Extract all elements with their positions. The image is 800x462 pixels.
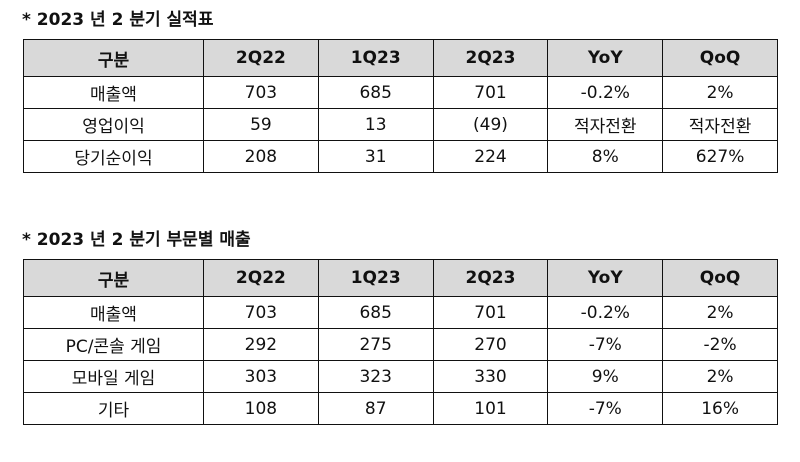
column-header-1q23: 1Q23	[317, 39, 434, 77]
table-cell: 685	[317, 76, 434, 109]
column-header-qoq: QoQ	[662, 39, 778, 77]
table-cell: 703	[203, 76, 319, 109]
row-label: 매출액	[23, 296, 204, 329]
table-cell: 627%	[662, 140, 778, 173]
column-header-2q23: 2Q23	[432, 259, 549, 297]
row-label: 영업이익	[23, 108, 204, 141]
table-cell: 2%	[662, 76, 778, 109]
table-cell: 13	[317, 108, 434, 141]
table-cell: 9%	[547, 360, 664, 393]
table-cell: 31	[317, 140, 434, 173]
table-cell: 270	[432, 328, 549, 361]
table-cell: 303	[203, 360, 319, 393]
column-header-1q23: 1Q23	[317, 259, 434, 297]
row-label: 당기순이익	[23, 140, 204, 173]
table-row: 모바일 게임 303 323 330 9% 2%	[23, 360, 778, 393]
table-row: 영업이익 59 13 (49) 적자전환 적자전환	[23, 108, 778, 141]
column-header-2q23: 2Q23	[432, 39, 549, 77]
table-cell: 685	[317, 296, 434, 329]
column-header-2q22: 2Q22	[203, 39, 319, 77]
table-cell: -2%	[662, 328, 778, 361]
quarterly-results-table: 구분 2Q22 1Q23 2Q23 YoY QoQ 매출액 703 685 70…	[23, 39, 778, 173]
table-cell: 208	[203, 140, 319, 173]
table-cell: 330	[432, 360, 549, 393]
section-title-quarterly-results: * 2023 년 2 분기 실적표	[22, 10, 214, 30]
table-cell: 59	[203, 108, 319, 141]
column-header-category: 구분	[23, 39, 204, 77]
table-cell: -7%	[547, 392, 664, 425]
table-row: 기타 108 87 101 -7% 16%	[23, 392, 778, 425]
table-cell: 16%	[662, 392, 778, 425]
table-cell: 224	[432, 140, 549, 173]
table-cell: 701	[432, 76, 549, 109]
table-header-row: 구분 2Q22 1Q23 2Q23 YoY QoQ	[23, 39, 778, 77]
table-cell: 2%	[662, 296, 778, 329]
table-cell: 적자전환	[547, 108, 664, 141]
table-row: 매출액 703 685 701 -0.2% 2%	[23, 296, 778, 329]
table-cell: -0.2%	[547, 76, 664, 109]
table-row: 매출액 703 685 701 -0.2% 2%	[23, 76, 778, 109]
row-label: 매출액	[23, 76, 204, 109]
section-title-segment-sales: * 2023 년 2 분기 부문별 매출	[22, 230, 251, 250]
table-cell: 101	[432, 392, 549, 425]
column-header-yoy: YoY	[547, 259, 664, 297]
table-row: PC/콘솔 게임 292 275 270 -7% -2%	[23, 328, 778, 361]
table-row: 당기순이익 208 31 224 8% 627%	[23, 140, 778, 173]
table-cell: 701	[432, 296, 549, 329]
table-cell: 292	[203, 328, 319, 361]
row-label: PC/콘솔 게임	[23, 328, 204, 361]
column-header-category: 구분	[23, 259, 204, 297]
table-cell: 적자전환	[662, 108, 778, 141]
table-cell: (49)	[432, 108, 549, 141]
table-header-row: 구분 2Q22 1Q23 2Q23 YoY QoQ	[23, 259, 778, 297]
row-label: 모바일 게임	[23, 360, 204, 393]
segment-sales-table: 구분 2Q22 1Q23 2Q23 YoY QoQ 매출액 703 685 70…	[23, 259, 778, 425]
column-header-yoy: YoY	[547, 39, 664, 77]
table-cell: 2%	[662, 360, 778, 393]
table-cell: 323	[317, 360, 434, 393]
table-cell: 275	[317, 328, 434, 361]
row-label: 기타	[23, 392, 204, 425]
table-cell: 87	[317, 392, 434, 425]
column-header-qoq: QoQ	[662, 259, 778, 297]
column-header-2q22: 2Q22	[203, 259, 319, 297]
table-cell: 8%	[547, 140, 664, 173]
table-cell: -0.2%	[547, 296, 664, 329]
table-cell: 108	[203, 392, 319, 425]
table-cell: -7%	[547, 328, 664, 361]
table-cell: 703	[203, 296, 319, 329]
